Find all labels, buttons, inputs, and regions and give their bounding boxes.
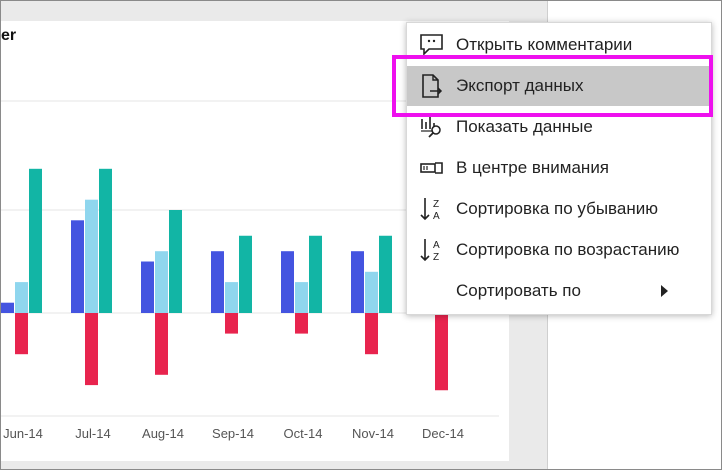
- bar-4-Aug-14[interactable]: [155, 313, 168, 375]
- menu-item-label: В центре внимания: [456, 158, 610, 177]
- menu-item-sort-by[interactable]: Сортировать по: [407, 271, 711, 311]
- menu-item-export-data[interactable]: Экспорт данных: [407, 66, 711, 106]
- visual-title: er: [1, 27, 17, 44]
- bar-1-Nov-14[interactable]: [351, 251, 364, 313]
- bar-2-Nov-14[interactable]: [365, 271, 378, 313]
- bar-1-Oct-14[interactable]: [281, 251, 294, 313]
- bar-2-Sep-14[interactable]: [225, 282, 238, 313]
- bar-3-Aug-14[interactable]: [169, 210, 182, 313]
- menu-item-label: Сортировать по: [456, 281, 581, 300]
- menu-item-label: Показать данные: [456, 117, 593, 136]
- bar-4-Jun-14[interactable]: [15, 313, 28, 355]
- x-tick-label: Jun-14: [3, 426, 43, 441]
- x-tick-label: Aug-14: [142, 426, 184, 441]
- bar-2-Jul-14[interactable]: [85, 199, 98, 313]
- x-tick-label: Jul-14: [75, 426, 110, 441]
- bar-4-Nov-14[interactable]: [365, 313, 378, 355]
- x-tick-label: Dec-14: [422, 426, 464, 441]
- bar-2-Jun-14[interactable]: [15, 282, 28, 313]
- export-data-icon: [422, 74, 443, 98]
- x-tick-label: Nov-14: [352, 426, 394, 441]
- comment-icon: [420, 34, 443, 56]
- bar-4-Sep-14[interactable]: [225, 313, 238, 334]
- menu-item-label: Сортировка по убыванию: [456, 199, 658, 218]
- menu-item-open-comments[interactable]: Открыть комментарии: [407, 25, 711, 65]
- svg-text:Z: Z: [433, 199, 439, 210]
- bar-3-Jul-14[interactable]: [99, 168, 112, 313]
- bar-4-Jul-14[interactable]: [85, 313, 98, 386]
- bar-2-Aug-14[interactable]: [155, 251, 168, 313]
- menu-item-label: Открыть комментарии: [456, 35, 633, 54]
- bar-1-Sep-14[interactable]: [211, 251, 224, 313]
- x-tick-label: Oct-14: [283, 426, 322, 441]
- svg-text:Z: Z: [433, 252, 439, 262]
- bar-1-Aug-14[interactable]: [141, 261, 154, 314]
- svg-text:A: A: [433, 211, 440, 221]
- menu-item-spotlight[interactable]: В центре внимания: [407, 148, 711, 188]
- context-menu[interactable]: Открыть комментарии Экспорт данных Показ…: [406, 22, 712, 315]
- bar-1-Jul-14[interactable]: [71, 220, 84, 313]
- sort-ascending-icon: A Z: [420, 239, 440, 262]
- bar-3-Nov-14[interactable]: [379, 235, 392, 313]
- menu-item-sort-ascending[interactable]: A Z Сортировка по возрастанию: [407, 230, 711, 270]
- menu-item-label: Сортировка по возрастанию: [456, 240, 680, 259]
- sort-descending-icon: Z A: [420, 198, 440, 221]
- bar-1-Jun-14[interactable]: [1, 302, 14, 313]
- submenu-arrow-icon: [661, 285, 668, 297]
- bar-2-Oct-14[interactable]: [295, 282, 308, 313]
- bar-3-Oct-14[interactable]: [309, 235, 322, 313]
- menu-item-label: Экспорт данных: [456, 76, 584, 95]
- menu-item-show-data[interactable]: Показать данные: [407, 107, 711, 147]
- show-data-icon: [421, 117, 441, 138]
- svg-text:A: A: [433, 240, 440, 251]
- x-tick-label: Sep-14: [212, 426, 254, 441]
- bar-4-Oct-14[interactable]: [295, 313, 308, 334]
- menu-item-sort-descending[interactable]: Z A Сортировка по убыванию: [407, 189, 711, 229]
- bar-3-Jun-14[interactable]: [29, 168, 42, 313]
- bar-4-Dec-14[interactable]: [435, 313, 448, 391]
- spotlight-icon: [420, 162, 443, 174]
- bar-3-Sep-14[interactable]: [239, 235, 252, 313]
